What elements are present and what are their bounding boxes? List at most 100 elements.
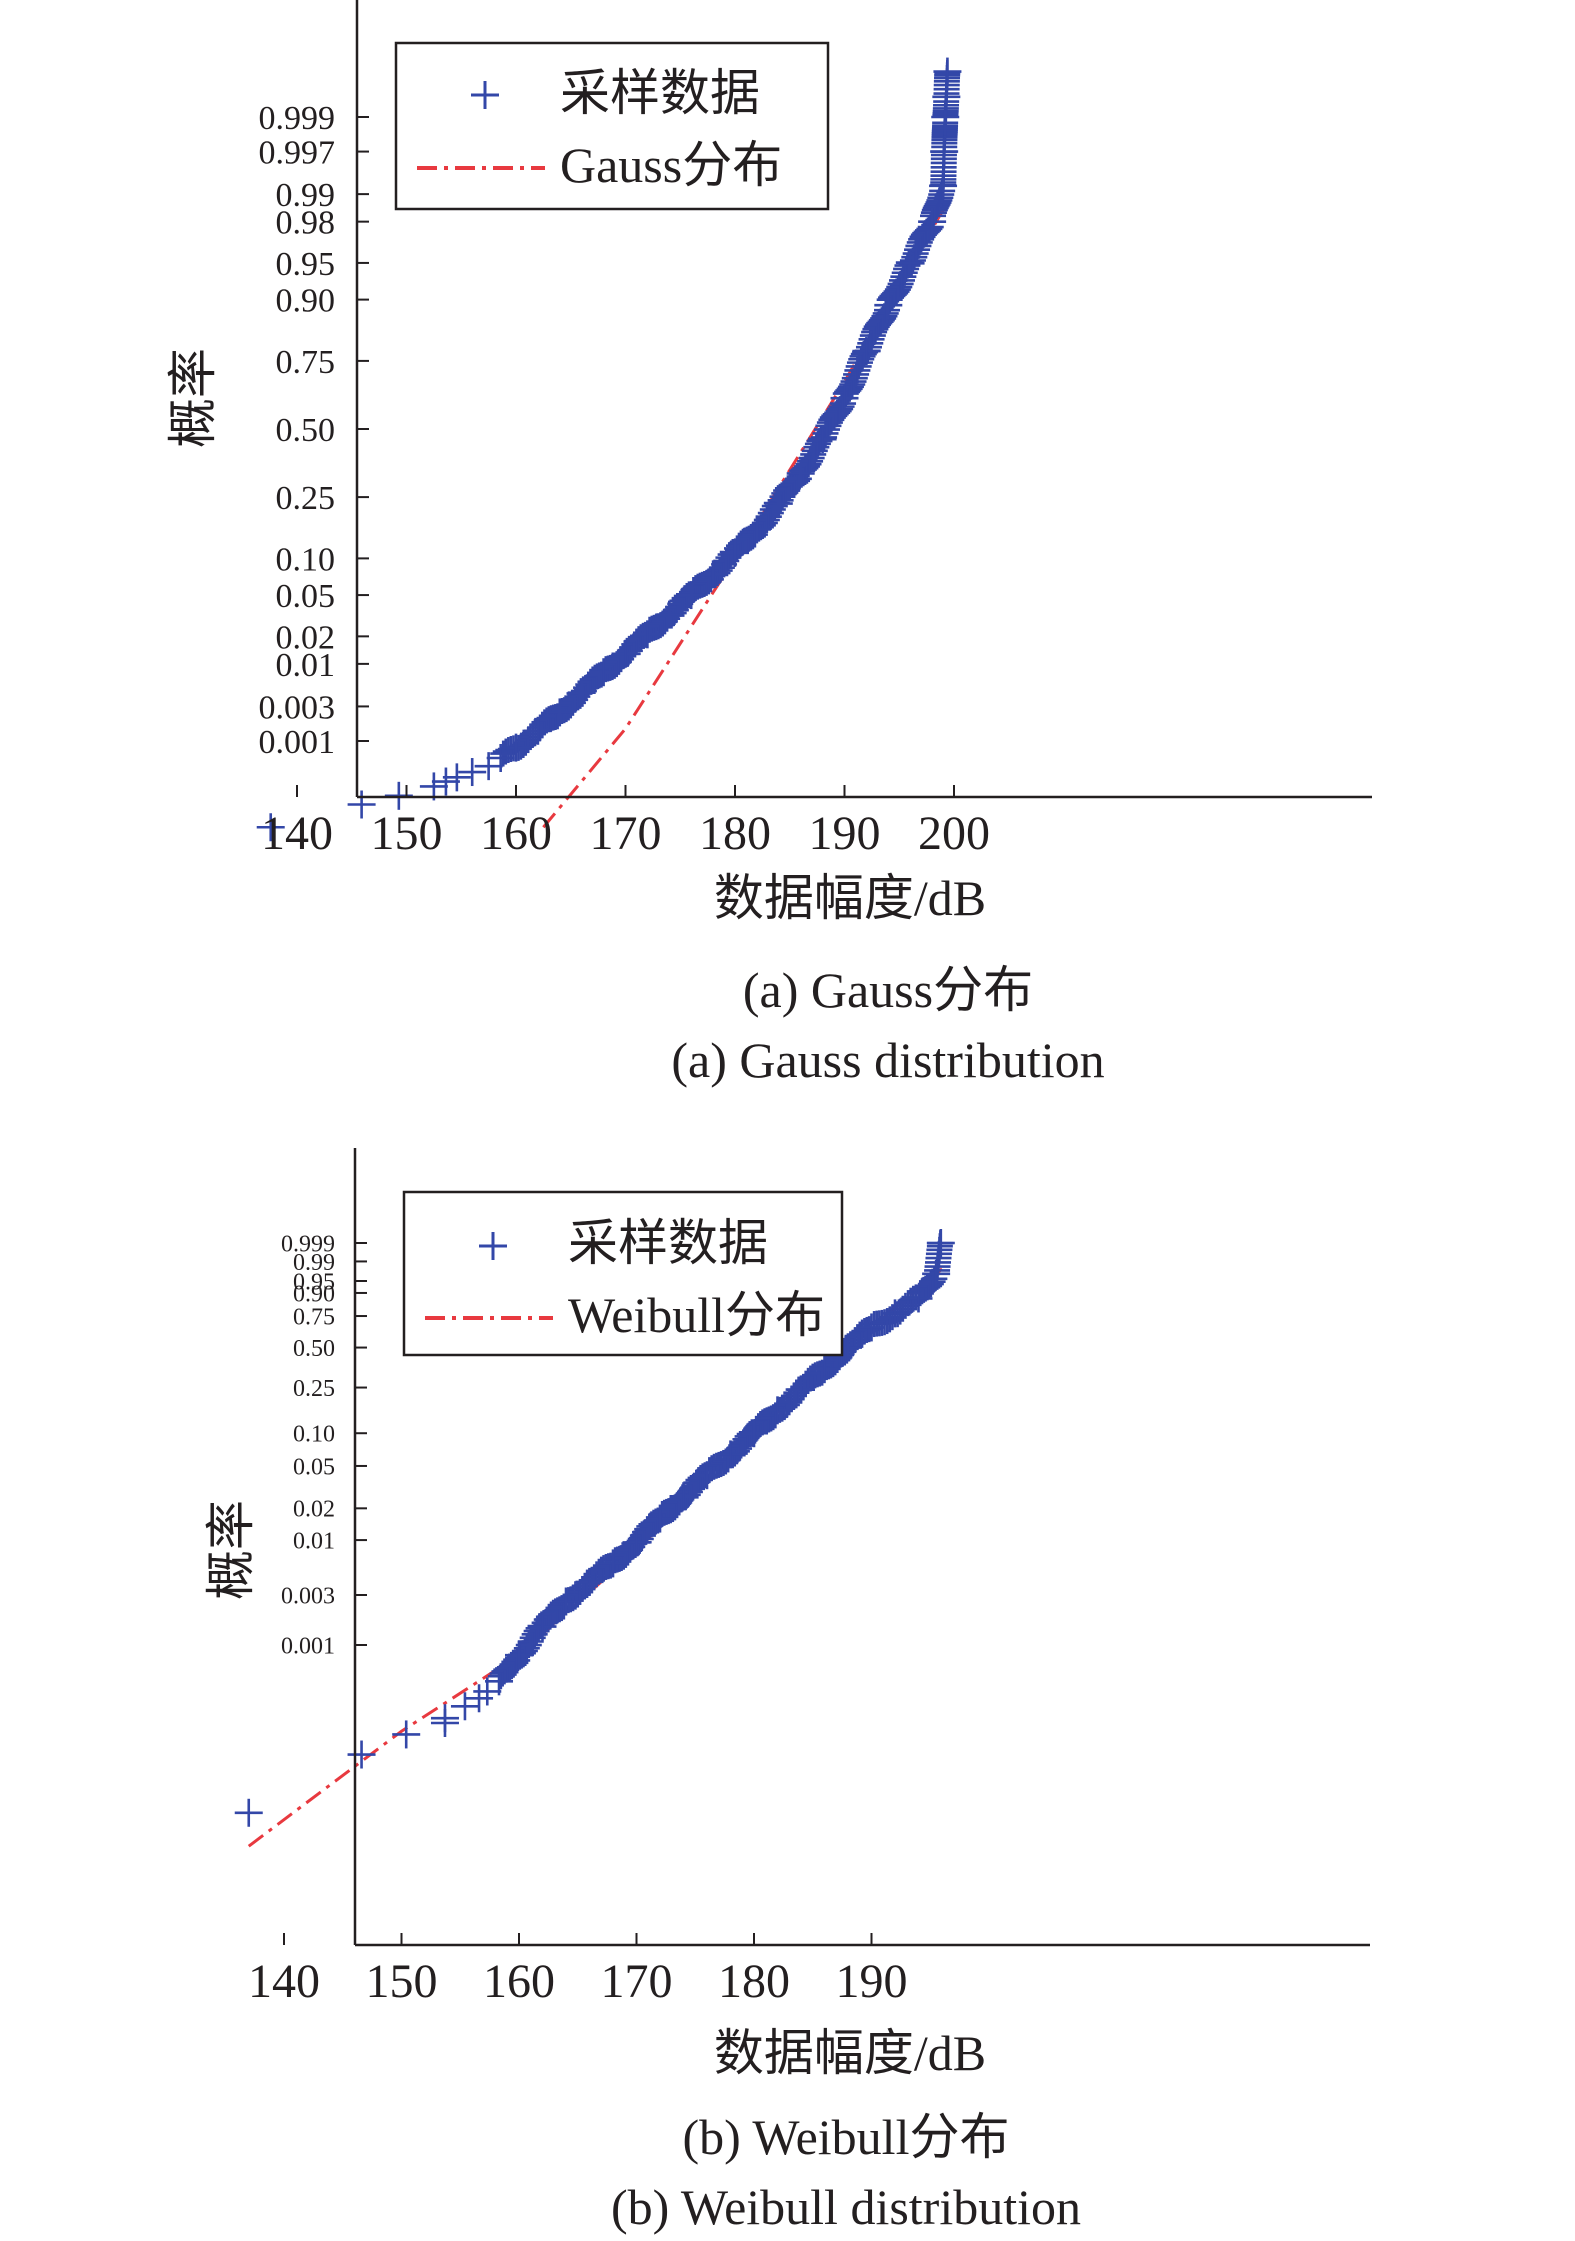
panel-a-sample-point-dense (827, 396, 854, 423)
panel-b-y-tick-label: 0.99 (293, 1250, 335, 1276)
panel-a-sample-point-dense (792, 455, 819, 482)
panel-a-x-tick-label: 140 (261, 807, 333, 860)
panel-a-y-tick-0.01: 0.01 (276, 647, 369, 684)
panel-a-sample-point-dense (912, 220, 939, 247)
panel-a-sample-point-dense (916, 215, 943, 242)
panel-a-sample-point (347, 790, 376, 819)
panel-a-x-ticks: 140 150 160 170 180 190 200 (261, 785, 990, 860)
panel-b-sample-point (646, 1504, 674, 1533)
panel-b-sample-point-dense (517, 1628, 544, 1655)
panel-b-sample-point-dense (917, 1271, 944, 1298)
panel-a-sample-point (896, 248, 925, 277)
panel-b-y-tick-label: 0.05 (293, 1454, 335, 1480)
panel-b-sample-point (485, 1667, 514, 1696)
panel-a-sample-point (256, 813, 285, 842)
panel-a-x-tick-label: 170 (590, 807, 662, 860)
panel-b-y-tick-label: 0.003 (281, 1583, 335, 1609)
panel-a-y-tick-label: 0.001 (259, 724, 336, 761)
panel-a-y-tick-0.001: 0.001 (259, 724, 369, 761)
panel-b-sample-point (904, 1284, 933, 1313)
panel-a-y-tick-0.25: 0.25 (276, 480, 369, 517)
panel-a-y-tick-label: 0.50 (276, 412, 336, 449)
panel-a-sample-point (486, 743, 515, 772)
panel-b-sample-point (926, 1228, 955, 1257)
panel-b-sample-point (857, 1313, 886, 1342)
panel-a-y-tick-0.05: 0.05 (276, 578, 369, 615)
panel-a-y-tick-0.02: 0.02 (276, 619, 369, 656)
panel-b-sample-point (716, 1440, 745, 1469)
panel-b-points-layer (234, 1228, 955, 1827)
panel-a-sample-point (442, 763, 471, 792)
panel-a-y-tick-0.10: 0.10 (276, 541, 369, 578)
panel-a-sample-point (918, 207, 947, 236)
panel-b-sample-point (787, 1375, 815, 1404)
panel-a-y-tick-label: 0.997 (259, 134, 336, 171)
panel-a-x-tick-180: 180 (699, 785, 771, 860)
panel-b-sample-point (599, 1549, 627, 1578)
panel-a-sample-point (633, 620, 662, 649)
panel-a-y-tick-0.50: 0.50 (276, 412, 369, 449)
panel-b: 140 150 160 170 180 190 0.001 0.003 0.01 0.02 0.0… (203, 1148, 1370, 2235)
panel-a-y-tick-label: 0.003 (259, 689, 336, 726)
panel-b-x-tick-190: 190 (836, 1933, 908, 2008)
panel-b-xlabel: 数据幅度/dB (714, 2025, 986, 2081)
panel-b-legend-marker-sample (479, 1232, 507, 1260)
panel-b-y-tick-label: 0.02 (293, 1497, 335, 1523)
panel-a-y-tick-0.999: 0.999 (259, 100, 369, 137)
panel-b-x-tick-180: 180 (718, 1933, 790, 2008)
panel-b-y-tick-0.05: 0.05 (293, 1454, 367, 1480)
panel-b-y-tick-0.99: 0.99 (293, 1250, 367, 1276)
panel-a-sample-point-dense (899, 247, 926, 274)
panel-b-sample-point (763, 1396, 792, 1425)
panel-b-y-tick-0.001: 0.001 (281, 1633, 367, 1659)
panel-b-sample-point (392, 1720, 421, 1749)
panel-b-x-tick-label: 160 (483, 1955, 555, 2008)
panel-a-sample-point (786, 459, 815, 488)
panel-a-y-tick-0.997: 0.997 (259, 134, 369, 171)
panel-a-sample-point (721, 538, 749, 567)
panel-b-y-ticks: 0.0010.0030.010.020.050.100.250.500.750.… (281, 1231, 367, 1659)
panel-b-x-tick-label: 140 (248, 1955, 320, 2008)
panel-a-x-tick-160: 160 (480, 785, 552, 860)
panel-a-sample-point (523, 716, 552, 745)
panel-a-xlabel: 数据幅度/dB (714, 870, 986, 926)
panel-a-sample-point (502, 733, 530, 762)
panel-b-sample-point (622, 1528, 651, 1557)
panel-a-sample-point-dense (913, 218, 940, 245)
panel-a-sample-point (567, 678, 596, 707)
panel-a-sample-point (764, 489, 793, 518)
panel-b-x-tick-150: 150 (366, 1933, 438, 2008)
panel-a-legend-box (394, 41, 830, 211)
panel-a-points-layer (256, 57, 962, 842)
panel-a-y-tick-0.75: 0.75 (276, 344, 369, 381)
panel-a-y-tick-label: 0.10 (276, 541, 336, 578)
panel-b-ylabel: 概率 (203, 1500, 259, 1600)
panel-a-x-tick-label: 180 (699, 807, 771, 860)
panel-a-sample-point-dense (800, 441, 827, 468)
panel-b-caption-en: (b) Weibull distribution (611, 2179, 1081, 2235)
panel-a-legend-label-fit: Gauss分布 (560, 137, 782, 193)
panel-b-y-tick-label: 0.95 (293, 1269, 335, 1295)
panel-a-y-tick-0.90: 0.90 (276, 283, 369, 320)
panel-b-fit-line (247, 1267, 943, 1848)
panel-a-y-tick-0.95: 0.95 (276, 246, 369, 283)
panel-b-y-tick-0.02: 0.02 (293, 1497, 367, 1523)
panel-a-y-tick-0.99: 0.99 (276, 177, 369, 214)
panel-b-legend: 采样数据 Weibull分布 (402, 1190, 844, 1357)
panel-a-sample-point (852, 337, 881, 366)
panel-a-sample-point (933, 57, 962, 86)
panel-a-sample-point-dense (904, 236, 931, 263)
panel-a-y-tick-label: 0.01 (276, 647, 336, 684)
panel-b-y-tick-label: 0.01 (293, 1528, 335, 1554)
panel-a-sample-point (930, 137, 959, 166)
panel-b-y-tick-label: 0.001 (281, 1633, 335, 1659)
panel-b-y-tick-0.75: 0.75 (293, 1304, 367, 1330)
panel-b-sample-point (528, 1612, 557, 1641)
panel-a-plot (256, 57, 962, 842)
panel-b-y-tick-0.999: 0.999 (281, 1231, 367, 1257)
panel-b-y-tick-label: 0.90 (293, 1281, 335, 1307)
panel-a-sample-point (589, 658, 618, 687)
panel-b-legend-label-fit: Weibull分布 (568, 1287, 825, 1343)
